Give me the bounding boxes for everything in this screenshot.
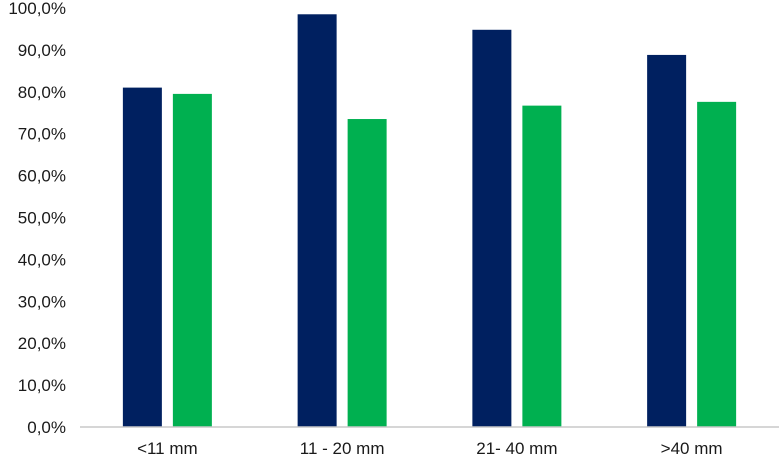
y-tick-label: 80,0% [18,83,66,102]
x-category-label: >40 mm [661,439,723,457]
y-tick-label: 0,0% [27,418,66,437]
bar-series2-1 [172,93,212,428]
y-tick-label: 10,0% [18,376,66,395]
y-tick-label: 70,0% [18,125,66,144]
bar-series2-2 [347,119,387,427]
bars [122,14,737,428]
x-axis-labels: <11 mm 11 - 20 mm 21- 40 mm >40 mm [137,439,723,457]
y-tick-label: 20,0% [18,334,66,353]
bar-series1-2 [297,14,337,427]
x-category-label: 21- 40 mm [476,439,557,457]
y-tick-label: 50,0% [18,209,66,228]
x-category-label: 11 - 20 mm [300,439,385,457]
bar-series2-3 [522,105,562,427]
y-tick-label: 90,0% [18,41,66,60]
y-tick-label: 60,0% [18,167,66,186]
y-tick-label: 40,0% [18,250,66,269]
bar-series1-3 [472,29,512,428]
bar-series1-4 [647,54,687,427]
bar-series1-1 [122,87,162,428]
y-tick-label: 30,0% [18,292,66,311]
bar-series2-4 [697,101,737,427]
y-tick-label: 100,0% [8,0,66,18]
y-axis-ticks: 0,0% 10,0% 20,0% 30,0% 40,0% 50,0% 60,0% 70,0% 8… [8,0,66,437]
x-category-label: <11 mm [137,439,198,457]
